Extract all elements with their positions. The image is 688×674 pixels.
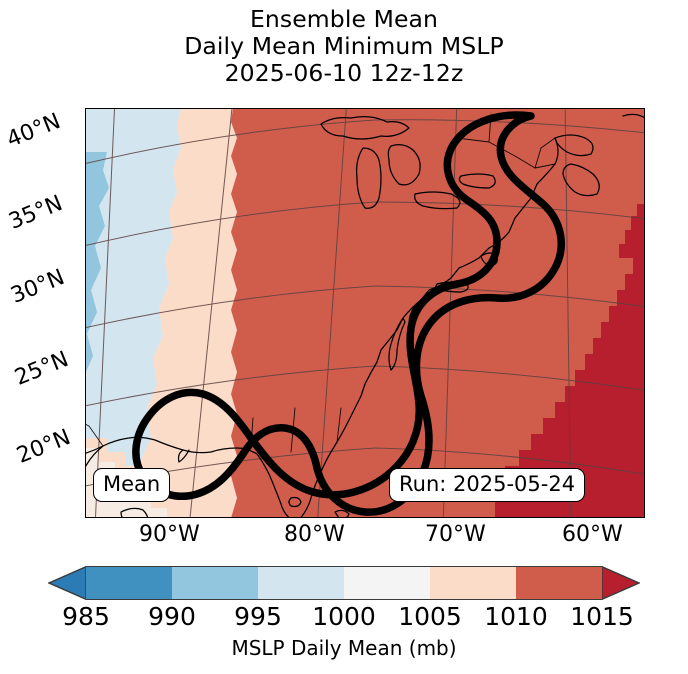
coast-bahamas (334, 509, 350, 518)
colorbar-tick-1015: 1015 (570, 602, 634, 631)
mean-label-box: Mean (93, 468, 171, 503)
lake-erie (414, 191, 461, 210)
lon-tick-70W: 70°W (425, 522, 486, 547)
colorbar-band-1005-1010 (430, 567, 516, 599)
border-us-canada-east (456, 137, 556, 169)
graticule (85, 108, 645, 518)
coast-gulf-st-lawrence (554, 134, 594, 157)
lake-ontario (458, 173, 496, 189)
colorbar-over-arrow (602, 566, 640, 600)
coast-cape-cod (480, 252, 498, 267)
coast-nova-scotia (562, 163, 600, 197)
map-svg (85, 108, 645, 518)
coast-mississippi-delta (177, 449, 190, 463)
meridian-90W (189, 108, 233, 518)
colorbar-band-1000-1005 (344, 567, 430, 599)
figure-title: Ensemble Mean Daily Mean Minimum MSLP 20… (0, 6, 688, 87)
lat-tick-30N: 30°N (7, 264, 69, 309)
colorbar-tick-1005: 1005 (398, 602, 462, 631)
chesapeake-bay (388, 317, 406, 371)
parallel-40N (85, 119, 645, 165)
border-inland-3 (336, 407, 342, 443)
colorbar-tick-985: 985 (62, 602, 110, 631)
colorbar-bands (86, 566, 602, 600)
border-mexico (85, 423, 104, 447)
colorbar-tick-labels: 985 990 995 1000 1005 1010 1015 (48, 602, 640, 632)
lon-tick-60W: 60°W (562, 522, 623, 547)
coast-southeast (320, 419, 350, 473)
lake-superior (320, 116, 410, 140)
lat-tick-25N: 25°N (11, 346, 73, 391)
lon-tick-90W: 90°W (139, 522, 200, 547)
colorbar-tick-990: 990 (148, 602, 196, 631)
colorbar-band-1010-1015 (516, 567, 602, 599)
colorbar-tick-1010: 1010 (484, 602, 548, 631)
colorbar-band-995-1000 (258, 567, 344, 599)
title-line-1: Ensemble Mean (249, 5, 439, 33)
title-line-3: 2025-06-10 12z-12z (224, 59, 464, 87)
colorbar-band-985-990 (86, 567, 172, 599)
coast-florida (236, 447, 322, 518)
lat-tick-35N: 35°N (5, 190, 67, 235)
lake-okeechobee (288, 496, 302, 508)
coast-mid-atlantic (348, 299, 422, 421)
run-date-label-box: Run: 2025-05-24 (389, 468, 586, 503)
title-line-2: Daily Mean Minimum MSLP (184, 32, 504, 60)
field-band-1005-1010 (137, 108, 237, 518)
meridian-75W (564, 108, 572, 518)
field-band-995-1000 (85, 108, 181, 518)
coast-texas (85, 445, 104, 469)
colorbar-under-arrow (48, 566, 86, 600)
meridian-95W (94, 108, 116, 518)
lat-tick-20N: 20°N (13, 424, 75, 469)
meridian-85W (317, 108, 347, 518)
border-maine (534, 137, 556, 169)
lat-tick-40N: 40°N (3, 108, 65, 153)
field-band-over-1015 (495, 258, 645, 518)
map-plot-area (85, 108, 645, 518)
coast-yucatan (120, 507, 149, 518)
coastlines (85, 113, 645, 518)
lake-michigan (356, 147, 382, 209)
colorbar-tick-1000: 1000 (312, 602, 376, 631)
lake-huron (387, 144, 421, 186)
parallel-35N (85, 201, 645, 247)
colorbar-tick-995: 995 (234, 602, 282, 631)
coast-newfoundland (622, 113, 645, 119)
parallel-30N (85, 285, 645, 329)
colorbar-axis-title: MSLP Daily Mean (mb) (231, 636, 457, 660)
lon-tick-80W: 80°W (284, 522, 345, 547)
colorbar[interactable] (48, 566, 640, 600)
field-band-990-995 (85, 152, 109, 374)
colorbar-band-990-995 (172, 567, 258, 599)
meridian-80W (442, 108, 458, 518)
